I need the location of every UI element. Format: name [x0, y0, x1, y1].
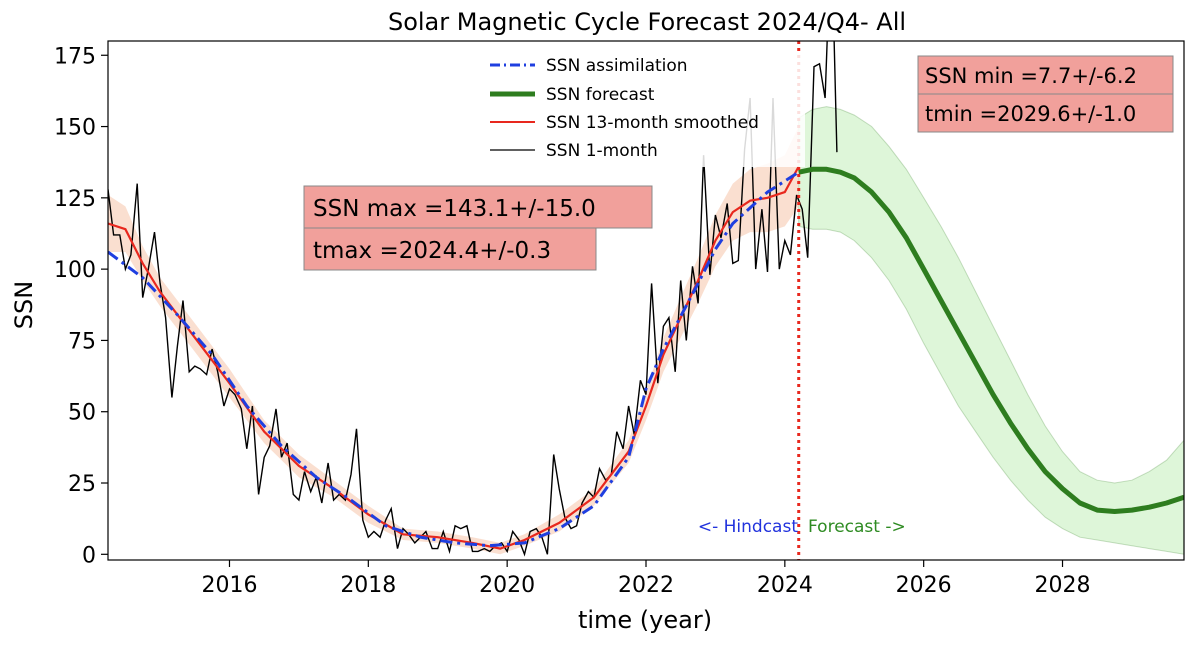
x-tick-label: 2026: [896, 573, 952, 598]
tmin-box: [917, 93, 1174, 133]
forecast-label: Forecast ->: [808, 517, 906, 537]
legend-label-assimilation: SSN assimilation: [546, 56, 688, 76]
y-tick-label: 175: [54, 44, 96, 69]
y-tick-label: 125: [54, 187, 96, 212]
y-tick-label: 50: [68, 401, 96, 426]
x-tick-label: 2028: [1035, 573, 1091, 598]
x-tick-label: 2024: [757, 573, 813, 598]
max-value-box: [303, 185, 653, 229]
y-tick-label: 100: [54, 258, 96, 283]
ssn-min-text: SSN min =7.7+/-6.2: [925, 64, 1137, 88]
ssn-max-text: SSN max =143.1+/-15.0: [313, 196, 596, 222]
y-tick-label: 25: [68, 472, 96, 497]
tmax-text: tmax =2024.4+/-0.3: [313, 238, 551, 264]
x-tick-label: 2018: [340, 573, 396, 598]
chart-title: Solar Magnetic Cycle Forecast 2024/Q4- A…: [388, 8, 906, 36]
tmax-box: [303, 227, 597, 271]
y-axis-label: SSN: [10, 281, 38, 329]
legend-label-monthly: SSN 1-month: [546, 141, 658, 161]
x-tick-label: 2016: [201, 573, 257, 598]
series-ssn-13-month-smoothed: [108, 165, 800, 550]
series-ssn-1-month: [108, 41, 838, 557]
hindcast-label: <- Hindcast: [698, 517, 798, 537]
x-tick-label: 2020: [479, 573, 535, 598]
forecast-uncertainty-band: [798, 106, 1184, 555]
tmin-text: tmin =2029.6+/-1.0: [925, 102, 1136, 126]
y-tick-label: 75: [68, 329, 96, 354]
y-axis: 0 25 50 75 100 125 150 175: [54, 44, 108, 568]
y-tick-label: 0: [82, 543, 96, 568]
x-axis: 2016 2018 2020 2022 2024 2026 2028: [201, 560, 1091, 598]
series-ssn-forecast: [798, 166, 1184, 514]
max-annotation: SSN max =143.1+/-15.0 tmax =2024.4+/-0.3: [303, 185, 653, 271]
x-tick-label: 2022: [618, 573, 674, 598]
legend-label-forecast: SSN forecast: [546, 85, 655, 105]
legend-label-smoothed: SSN 13-month smoothed: [546, 113, 759, 133]
min-value-box: [917, 55, 1174, 95]
x-axis-label: time (year): [578, 606, 712, 634]
min-annotation: SSN min =7.7+/-6.2 tmin =2029.6+/-1.0: [917, 55, 1174, 133]
legend: SSN assimilation SSN forecast SSN 13-mon…: [483, 51, 805, 167]
legend-frame: [483, 51, 805, 167]
y-tick-label: 150: [54, 116, 96, 141]
